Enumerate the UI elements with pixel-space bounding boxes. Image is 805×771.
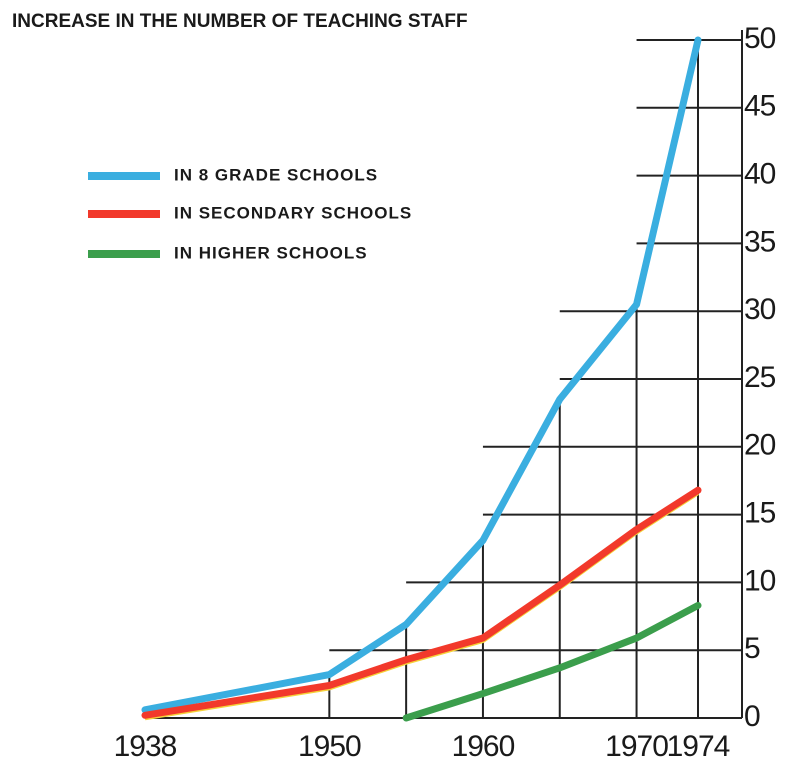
x-tick-label: 1950 [298, 730, 361, 763]
legend-label: IN SECONDARY SCHOOLS [174, 203, 412, 222]
y-tick-label: 15 [744, 497, 776, 530]
y-tick-label: 25 [744, 361, 776, 394]
chart-title: INCREASE IN THE NUMBER OF TEACHING STAFF [12, 11, 468, 32]
series-line [141, 486, 702, 719]
y-tick-label: 50 [744, 22, 776, 55]
y-tick-label: 5 [744, 632, 760, 665]
series-line [402, 601, 702, 722]
legend-label: IN HIGHER SCHOOLS [174, 243, 368, 262]
y-tick-label: 20 [744, 429, 776, 462]
x-tick-label: 1974 [667, 730, 730, 763]
x-tick-label: 1970 [605, 730, 668, 763]
legend-label: IN 8 GRADE SCHOOLS [174, 165, 378, 184]
y-tick-label: 0 [744, 700, 760, 733]
y-tick-label: 30 [744, 293, 776, 326]
y-tick-label: 10 [744, 564, 776, 597]
y-tick-label: 45 [744, 90, 776, 123]
x-tick-label: 1960 [452, 730, 515, 763]
series-line [141, 36, 702, 714]
y-tick-label: 40 [744, 158, 776, 191]
y-tick-label: 35 [744, 225, 776, 258]
x-tick-label: 1938 [114, 730, 177, 763]
